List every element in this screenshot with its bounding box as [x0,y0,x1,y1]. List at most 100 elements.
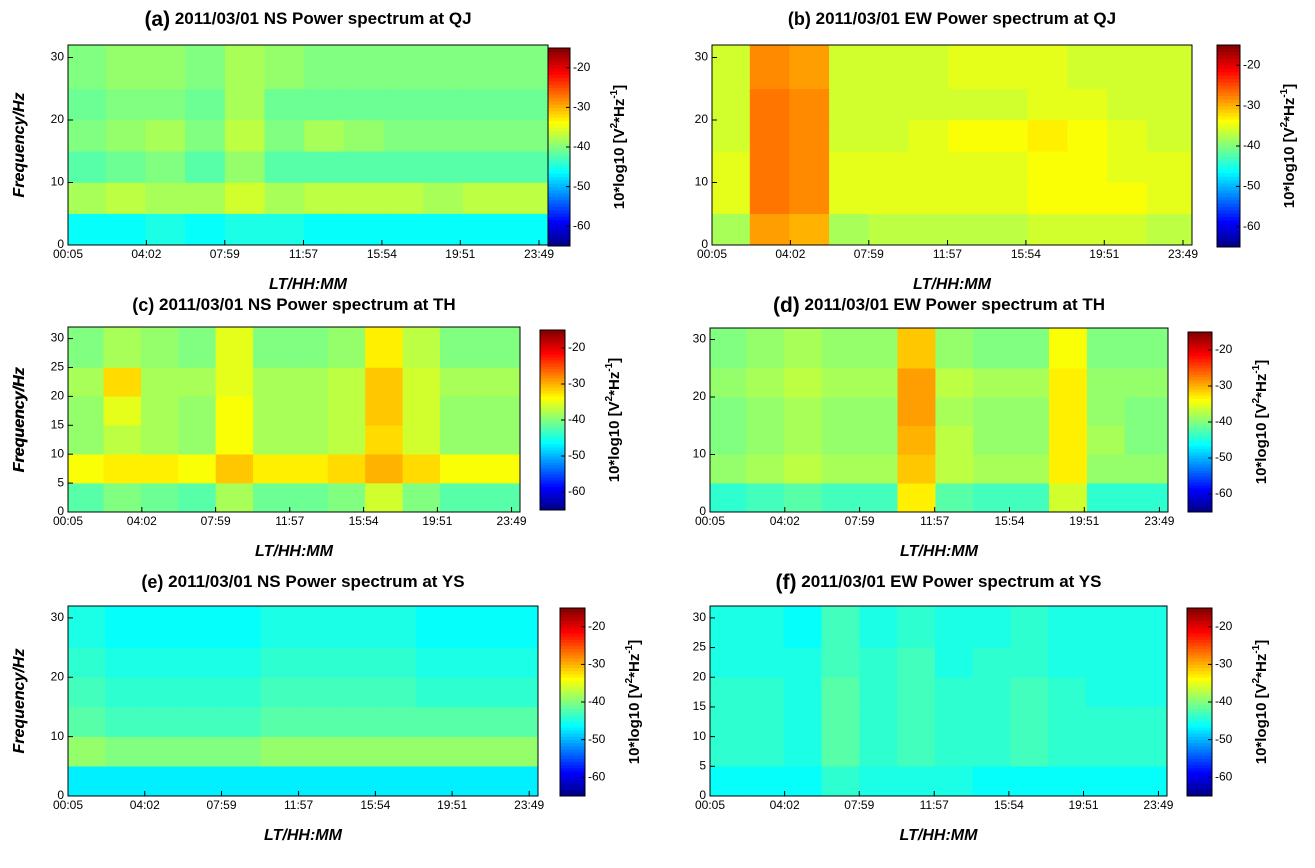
colorbar-segment [540,462,565,466]
heatmap-cell [140,396,179,426]
heatmap-cell [105,182,146,214]
colorbar-label-superscript: -1 [1251,644,1262,653]
colorbar-segment [1187,758,1212,763]
colorbar-segment [540,447,565,451]
colorbar-segment [1187,651,1212,656]
colorbar-segment [540,465,565,469]
heatmap-cell [1107,213,1148,246]
heatmap-cell [1010,736,1049,767]
heatmap-cell [304,182,345,214]
heatmap-cell [948,88,989,121]
heatmap-cell [454,766,495,797]
heatmap-cell [185,119,226,152]
colorbar-segment [1188,404,1212,408]
colorbar-segment [548,219,570,224]
colorbar-segment [560,695,585,700]
heatmap-cell [224,182,266,214]
x-tick-label: 11:57 [284,798,313,812]
heatmap-cell [749,88,790,121]
colorbar-segment [1217,233,1240,238]
colorbar-segment [1187,636,1212,640]
heatmap-cell [973,368,1012,398]
colorbar-segment [1217,61,1240,66]
heatmap-cell [897,454,936,484]
heatmap-cell [343,44,385,89]
heatmap-cell [1067,119,1108,152]
colorbar-segment [560,777,585,781]
heatmap-cell [224,213,266,246]
colorbar-tick-label: -30 [568,376,586,390]
x-tick-label: 07:59 [210,247,240,261]
heatmap-cell [1107,119,1148,152]
colorbar-segment [548,120,570,125]
colorbar-segment [540,501,565,505]
heatmap-cell [290,326,329,368]
colorbar-segment [540,414,565,418]
colorbar-segment [548,67,570,72]
plot-frame [711,44,1193,246]
heatmap-cell [493,706,539,737]
x-tick-label: 00:05 [695,798,725,812]
heatmap-cell [1049,425,1088,455]
heatmap-cell [143,706,184,737]
heatmap-cell [908,151,949,183]
x-axis-label: LT/HH:MM [900,827,979,844]
heatmap-cell [935,368,974,398]
heatmap-cell [182,736,223,767]
colorbar-segment [548,236,570,240]
heatmap-cell [299,677,339,708]
x-tick-label: 23:49 [524,247,554,261]
colorbar-tick-label: -20 [588,619,606,633]
heatmap-cell [502,213,549,246]
colorbar-segment [1217,162,1240,167]
heatmap-cell [415,677,456,708]
heatmap-cell [868,44,910,89]
colorbar-segment [1187,673,1212,678]
heatmap-cell [290,425,329,455]
heatmap-cell [383,213,424,246]
colorbar-segment [1188,452,1212,456]
colorbar-segment [560,670,585,675]
heatmap-cell [1086,425,1126,455]
title-text: 2011/03/01 NS Power spectrum at QJ [175,9,472,28]
heatmap-cell [423,119,464,152]
heatmap-cell [327,425,366,455]
heatmap-cell [973,454,1012,484]
heatmap-cell [1146,151,1193,183]
heatmap-cell [215,367,254,397]
heatmap-cell [934,647,974,678]
title-text: 2011/03/01 EW Power spectrum at QJ [816,9,1116,28]
heatmap-cell [327,396,366,426]
colorbar-segment [540,441,565,445]
colorbar-label: 10*log10 [V2*Hz-1] [609,85,628,210]
colorbar-segment [1188,428,1212,432]
colorbar-segment [1188,449,1212,453]
heatmap-cell [105,766,145,797]
colorbar-tick-label: -40 [1243,138,1261,152]
colorbar-segment [540,474,565,478]
heatmap-cell [338,706,378,737]
colorbar-segment [560,626,585,631]
heatmap-cell [859,766,898,797]
heatmap-cell [972,736,1011,767]
y-axis-label: Frequency/Hz [11,649,28,754]
heatmap-cell [1086,677,1125,708]
colorbar-segment [548,176,570,181]
heatmap-cell [260,677,300,708]
colorbar-tick-label: -60 [573,218,591,232]
colorbar-segment [548,117,570,122]
x-tick-label: 04:02 [131,247,161,261]
heatmap-cell [859,736,898,767]
heatmap-cell [829,88,870,121]
heatmap-cell [859,483,899,513]
colorbar-segment [1217,112,1240,117]
heatmap-cell [67,677,106,708]
heatmap-cell [105,605,145,648]
heatmap-cell [789,119,830,152]
heatmap-cell [105,677,145,708]
heatmap-cell [711,44,751,89]
x-tick-label: 11:57 [289,247,318,261]
colorbar-segment [548,189,570,194]
colorbar-segment [1188,461,1212,465]
heatmap-cell [105,647,145,678]
